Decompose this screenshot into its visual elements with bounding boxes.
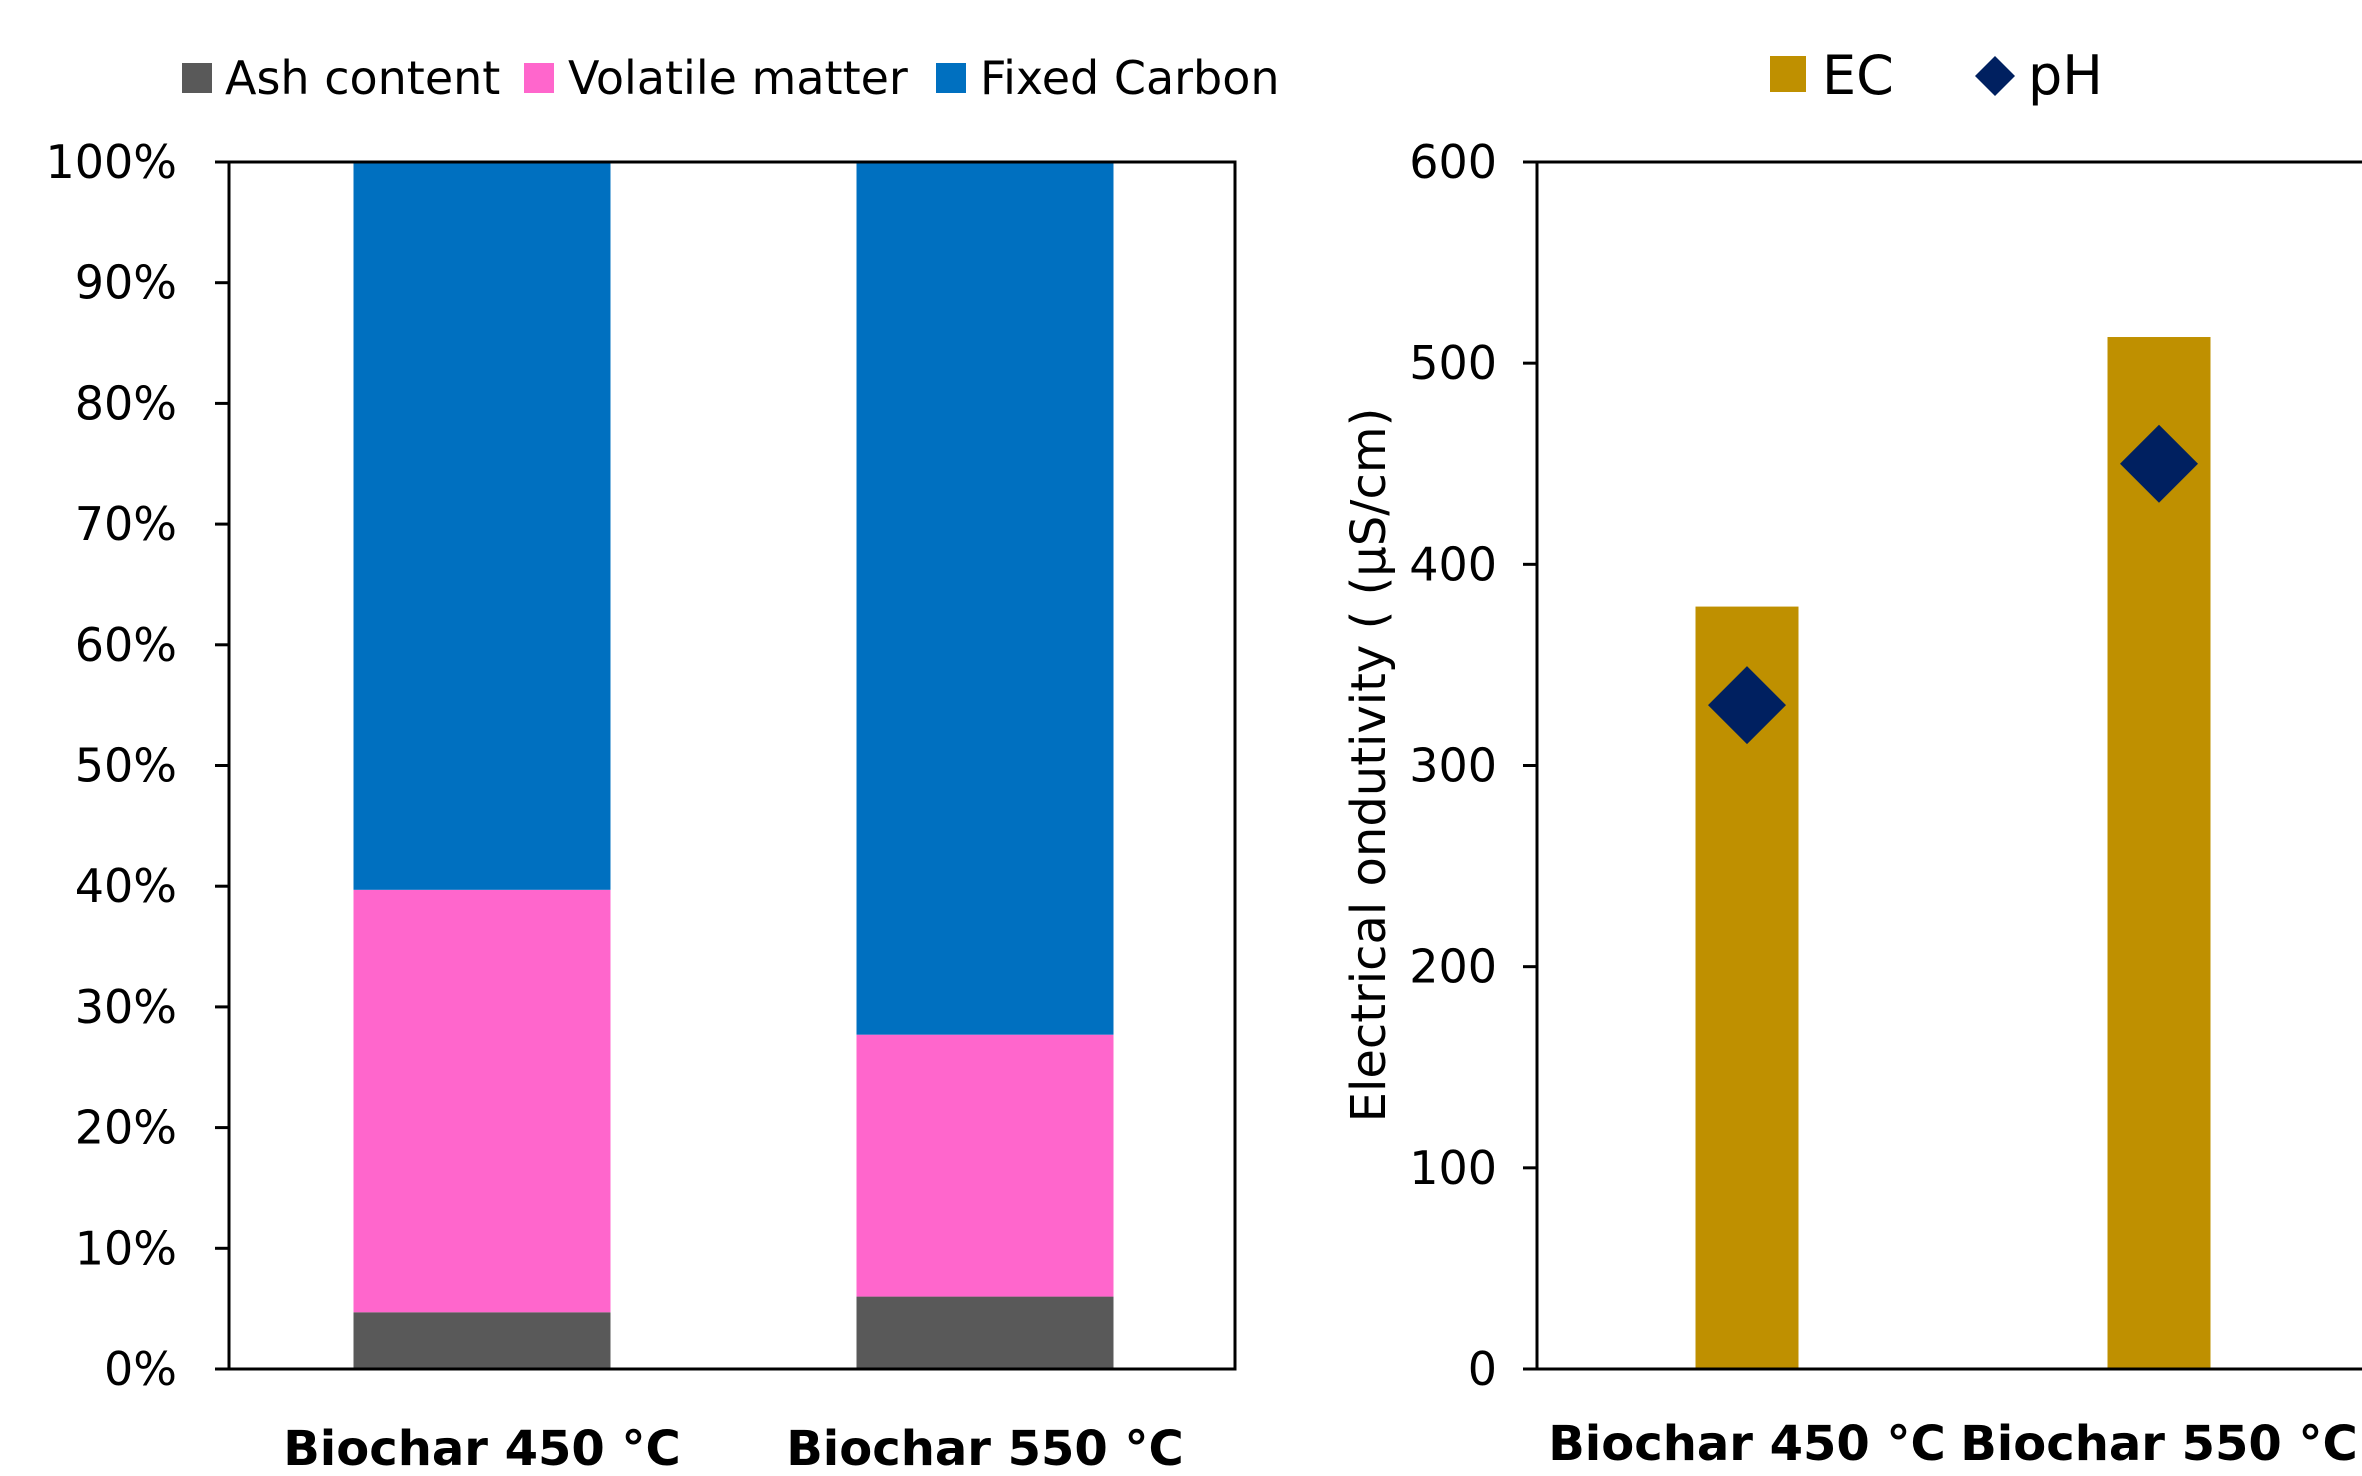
y-tick-label: 100% bbox=[45, 135, 177, 189]
legend-label-ph: pH bbox=[2028, 44, 2103, 107]
x-category-label: Biochar 450 °C bbox=[283, 1421, 681, 1476]
bar-volatile-matter-2 bbox=[856, 1034, 1114, 1297]
composition-chart: Ash content Volatile matter Fixed Carbon… bbox=[45, 51, 1279, 1476]
ec-bars bbox=[1695, 337, 2211, 1369]
ec-ph-chart: EC pH 0 100 200 300 400 500 600 Biochar 450 °C… bbox=[1341, 44, 2362, 1472]
legend-swatch-fixed-carbon bbox=[936, 63, 966, 93]
y-tick-label: 10% bbox=[75, 1221, 177, 1275]
y-tick-label: 600 bbox=[1409, 135, 1497, 189]
legend-label-volatile: Volatile matter bbox=[568, 51, 908, 105]
ec-y-axis-title: Electrical ondutivity ( (µS/cm) bbox=[1341, 408, 1397, 1123]
y-tick-label: 40% bbox=[75, 859, 177, 913]
y-tick-label: 50% bbox=[75, 739, 177, 793]
y-tick-label: 400 bbox=[1409, 537, 1497, 591]
composition-plot-frame bbox=[227, 160, 1237, 1371]
legend-label-fixed-carbon: Fixed Carbon bbox=[980, 51, 1280, 105]
composition-bars bbox=[353, 162, 1114, 1369]
ec-x-labels: Biochar 450 °C Biochar 550 °C bbox=[1548, 1416, 2358, 1472]
ec-y-ticks: 0 100 200 300 400 500 600 bbox=[1409, 135, 1537, 1396]
legend-label-ash: Ash content bbox=[225, 51, 500, 105]
y-tick-label: 90% bbox=[75, 256, 177, 310]
bar-fixed-carbon-1 bbox=[353, 162, 611, 890]
y-tick-label: 500 bbox=[1409, 336, 1497, 390]
y-tick-label: 300 bbox=[1409, 739, 1497, 793]
bar-ash-content-2 bbox=[856, 1296, 1114, 1369]
bar-volatile-matter-1 bbox=[353, 889, 611, 1313]
y-tick-label: 70% bbox=[75, 497, 177, 551]
bar-fixed-carbon-2 bbox=[856, 162, 1114, 1035]
y-tick-label: 0% bbox=[104, 1342, 177, 1396]
y-tick-label: 100 bbox=[1409, 1141, 1497, 1195]
y-tick-label: 20% bbox=[75, 1101, 177, 1155]
x-category-label: Biochar 550 °C bbox=[786, 1421, 1184, 1476]
bar-ash-content-1 bbox=[353, 1312, 611, 1369]
x-category-label: Biochar 550 °C bbox=[1960, 1416, 2358, 1472]
legend-label-ec: EC bbox=[1822, 44, 1894, 107]
y-tick-label: 200 bbox=[1409, 940, 1497, 994]
y-tick-label: 30% bbox=[75, 980, 177, 1034]
y-tick-label: 0 bbox=[1468, 1342, 1497, 1396]
x-category-label: Biochar 450 °C bbox=[1548, 1416, 1946, 1472]
composition-y-ticks: 0% 10% 20% 30% 40% 50% 60% 70% 80% 90% 100% bbox=[45, 135, 229, 1396]
legend-ec-ph: EC pH bbox=[1770, 44, 2103, 107]
legend-composition: Ash content Volatile matter Fixed Carbon bbox=[182, 51, 1280, 105]
bar-ec-2 bbox=[2107, 337, 2211, 1369]
legend-marker-ph bbox=[1975, 56, 2015, 96]
ph-markers bbox=[1708, 424, 2198, 745]
composition-x-labels: Biochar 450 °C Biochar 550 °C bbox=[283, 1421, 1184, 1476]
y-tick-label: 80% bbox=[75, 376, 177, 430]
legend-swatch-volatile bbox=[524, 63, 554, 93]
y-tick-label: 60% bbox=[75, 618, 177, 672]
marker-ph-1 bbox=[1708, 666, 1786, 745]
legend-swatch-ec bbox=[1770, 56, 1806, 92]
marker-ph-2 bbox=[2120, 424, 2198, 503]
legend-swatch-ash bbox=[182, 63, 212, 93]
